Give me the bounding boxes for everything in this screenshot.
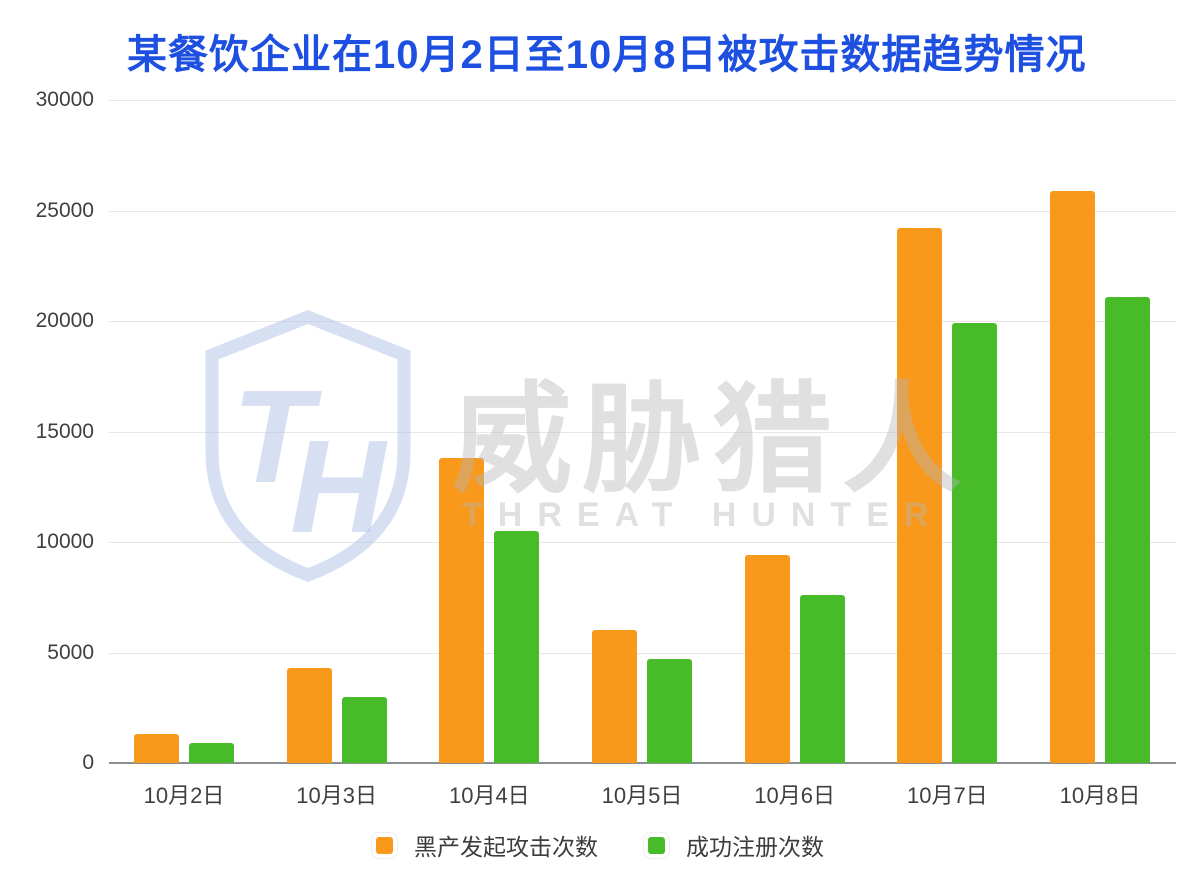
bar-attack — [134, 734, 179, 763]
legend: 黑产发起攻击次数 成功注册次数 — [0, 828, 1200, 862]
x-axis-line — [109, 762, 1176, 764]
bar-attack — [1050, 191, 1095, 763]
register-series-swatch-icon — [648, 836, 665, 854]
bar-register — [1105, 297, 1150, 763]
attack-series-swatch-icon — [376, 836, 393, 854]
y-axis-tick-label: 30000 — [35, 88, 94, 111]
y-axis-tick-label: 25000 — [35, 198, 94, 222]
bar-attack — [592, 630, 637, 763]
legend-item-register: 成功注册次数 — [648, 828, 824, 862]
plot-area: 0 5000 10000 15000 20000 25000 30000 10月2日 10月3日… — [36, 88, 1176, 808]
y-axis-tick-label: 20000 — [35, 309, 94, 332]
x-axis-tick-label: 10月4日 — [448, 783, 530, 808]
y-gridline — [109, 321, 1176, 322]
legend-label-register: 成功注册次数 — [686, 834, 824, 860]
bar-attack — [439, 458, 485, 763]
y-gridline — [109, 542, 1176, 543]
y-axis-tick-label: 15000 — [35, 419, 94, 443]
chart-title: 某餐饮企业在10月2日至10月8日被攻击数据趋势情况 — [127, 33, 1087, 77]
x-axis-tick-label: 10月5日 — [601, 783, 683, 808]
y-gridline — [109, 431, 1176, 433]
y-gridline — [109, 100, 1176, 101]
bar-attack — [744, 555, 790, 763]
x-axis-tick-label: 10月8日 — [1059, 783, 1141, 808]
bar-register — [799, 595, 845, 763]
bar-register — [647, 659, 692, 763]
x-axis-tick-label: 10月6日 — [754, 783, 836, 808]
legend-item-attack: 黑产发起攻击次数 — [376, 828, 598, 862]
bar-register — [952, 323, 998, 763]
y-gridline — [109, 210, 1176, 212]
x-axis-tick-label: 10月2日 — [143, 783, 225, 808]
bar-register — [341, 697, 387, 763]
x-axis-tick-label: 10月7日 — [906, 783, 988, 808]
y-axis-tick-label: 5000 — [47, 640, 94, 664]
y-gridline — [109, 652, 1176, 654]
legend-label-attack: 黑产发起攻击次数 — [414, 834, 598, 860]
y-axis-tick-label: 10000 — [35, 530, 94, 553]
bar-register — [189, 743, 234, 763]
bar-attack — [286, 668, 332, 763]
y-axis-tick-label: 0 — [82, 751, 94, 774]
x-axis-tick-label: 10月3日 — [296, 783, 378, 808]
bar-register — [494, 531, 540, 763]
bar-attack — [897, 228, 943, 763]
